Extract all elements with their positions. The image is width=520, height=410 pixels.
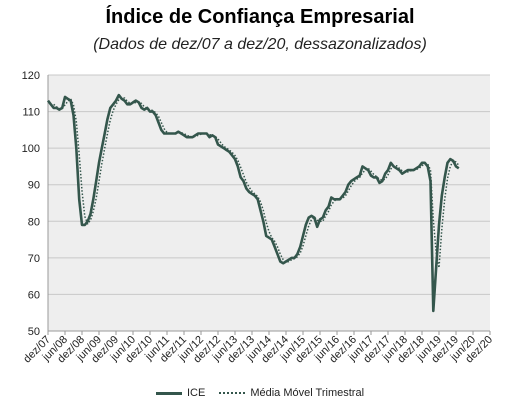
legend-label-ice: ICE <box>186 387 206 399</box>
y-tick-label: 70 <box>28 253 40 265</box>
legend-item-ice: ICE <box>155 387 206 399</box>
series-lines <box>46 93 460 313</box>
legend-label-moving-average: Média Móvel Trimestral <box>250 387 365 399</box>
series-line-ice <box>46 93 460 313</box>
plot-background <box>48 75 490 331</box>
legend-swatch-solid <box>155 391 182 395</box>
y-tick-label: 110 <box>22 107 40 119</box>
legend-swatch-dotted <box>219 392 246 394</box>
y-tick-label: 50 <box>28 326 40 338</box>
legend: ICE Média Móvel Trimestral <box>0 387 520 399</box>
chart-subtitle: (Dados de dez/07 a dez/20, dessazonaliza… <box>93 36 427 53</box>
series-line-moving-average <box>53 97 460 269</box>
legend-item-moving-average: Média Móvel Trimestral <box>219 387 364 399</box>
y-tick-label: 90 <box>28 180 40 192</box>
y-tick-label: 60 <box>28 289 40 301</box>
y-tick-label: 100 <box>22 143 40 155</box>
x-axis: dez/07jun/08dez/08jun/09dez/09jun/10dez/… <box>21 330 495 365</box>
chart-title: Índice de Confiança Empresarial <box>105 6 415 28</box>
y-tick-label: 80 <box>28 216 40 228</box>
y-tick-label: 120 <box>22 70 40 82</box>
y-axis: 50 60 70 80 90 100 110 120 <box>22 70 49 338</box>
